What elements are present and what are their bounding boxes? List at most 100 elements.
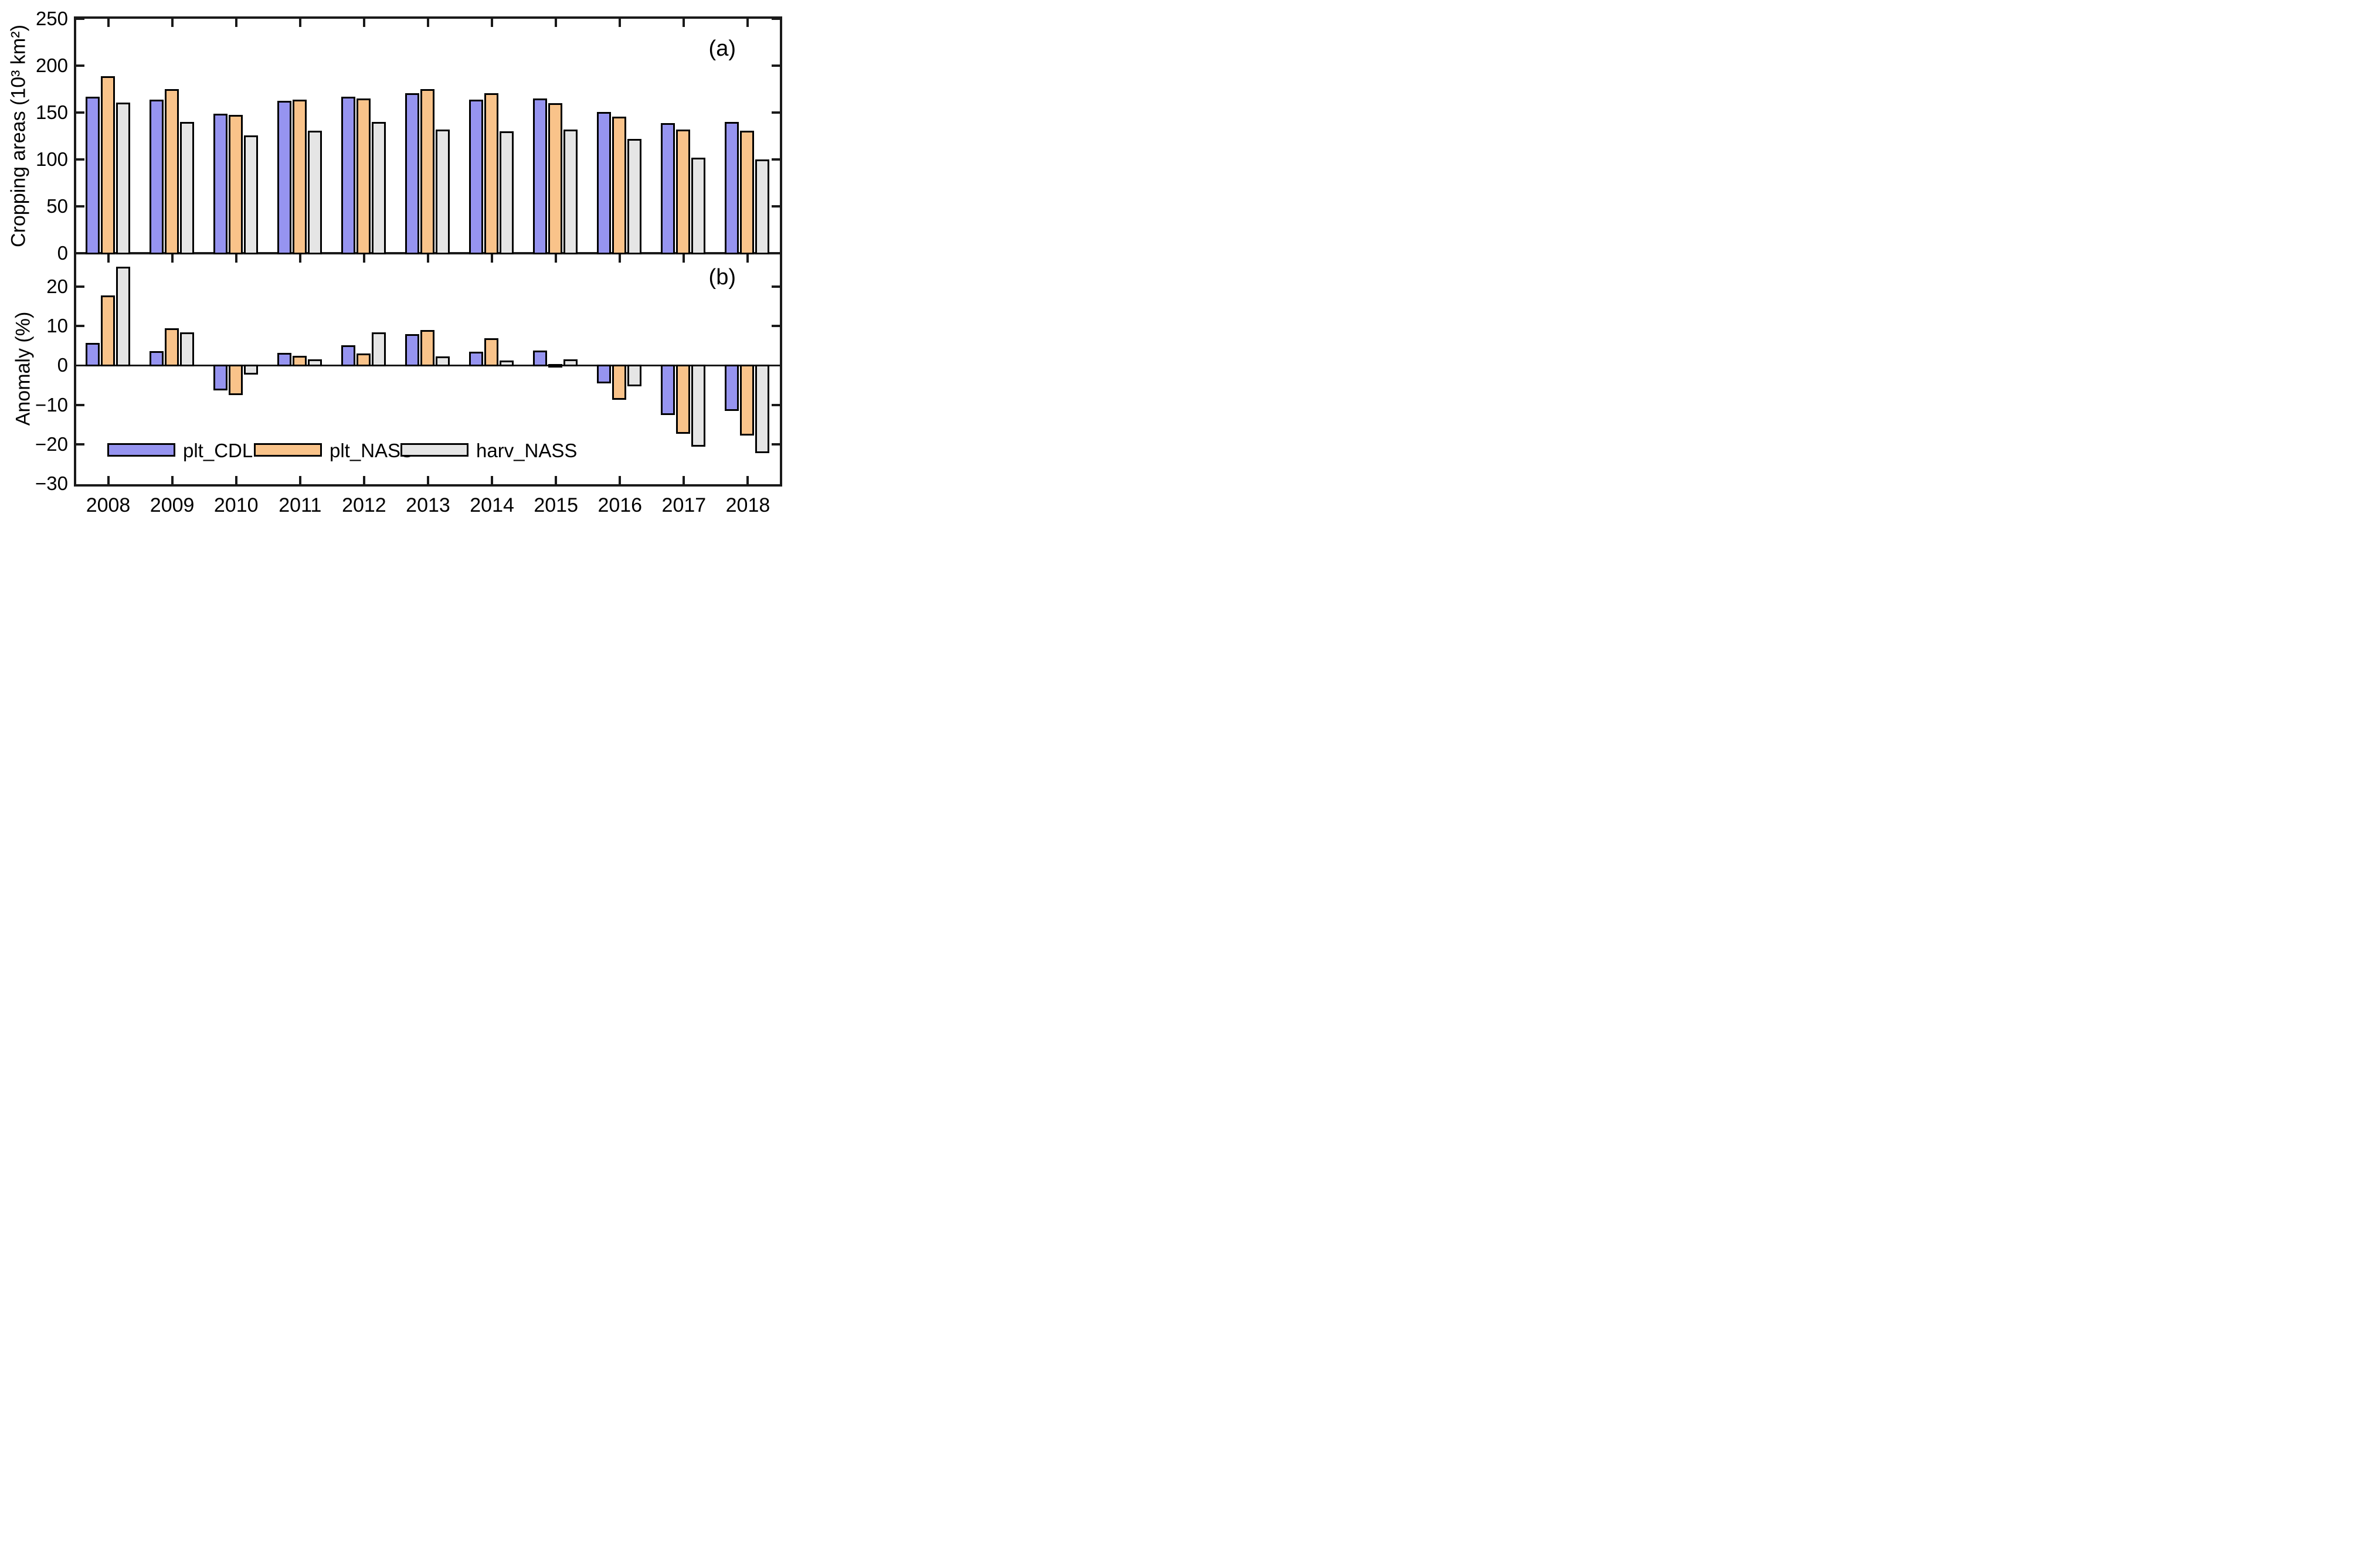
bar-harv_NASS-2010 [243,135,258,254]
bar-plt_CDL-2012 [341,97,355,254]
y-tick-label-b: −20 [35,433,68,455]
bar-plt_CDL-2008 [85,97,100,254]
x-tick-bottom [683,476,685,484]
x-tick-label-year: 2014 [470,494,514,516]
bar-plt_NASS-2010 [228,364,243,396]
x-tick-bottom [427,476,429,484]
bar-plt_NASS-2014 [484,93,499,254]
bar-plt_NASS-2012 [356,353,371,366]
bar-harv_NASS-2008 [116,266,130,366]
y-tick-label-a: 150 [35,101,68,123]
bar-harv_NASS-2017 [691,158,706,254]
x-tick-boundary-b [619,254,622,263]
y-tick-a-left [76,64,84,67]
bar-harv_NASS-2011 [307,130,322,254]
x-tick-bottom [555,476,558,484]
bar-plt_NASS-2008 [100,295,115,366]
y-tick-b-left [76,443,84,446]
bar-plt_CDL-2013 [405,334,419,366]
y-tick-b-left [76,285,84,288]
x-tick-bottom [619,476,622,484]
x-tick-bottom [491,476,494,484]
bar-plt_CDL-2014 [469,351,484,366]
bar-harv_NASS-2013 [436,130,450,254]
x-tick-label-year: 2011 [279,494,322,516]
x-tick-bottom [107,476,110,484]
y-tick-b-left [76,325,84,328]
y-tick-b-right [772,403,780,406]
bar-plt_NASS-2018 [740,130,755,254]
bar-plt_NASS-2017 [676,364,691,434]
x-tick-label-year: 2010 [213,494,259,516]
x-tick-label-year: 2017 [661,494,707,516]
bar-harv_NASS-2017 [691,364,706,447]
y-tick-label-b: −10 [35,393,68,416]
bar-plt_NASS-2017 [676,130,691,254]
bar-plt_CDL-2013 [405,93,419,254]
x-tick-top [171,19,174,27]
x-tick-top [491,19,494,27]
x-tick-label-year: 2008 [86,494,131,516]
bar-plt_NASS-2009 [164,328,179,366]
plot-area: plt_CDL plt_NASS harv_NASS [76,18,780,484]
x-tick-boundary-b [107,254,110,263]
y-tick-a-left [76,111,84,114]
y-tick-a-left [76,18,84,20]
bar-plt_NASS-2015 [548,363,563,368]
x-tick-top [619,19,622,27]
y-tick-a-right [772,64,780,67]
bar-harv_NASS-2008 [116,102,130,254]
y-tick-b-right [772,443,780,446]
bar-harv_NASS-2012 [371,122,386,254]
y-tick-label-b: 0 [57,354,68,376]
bar-harv_NASS-2011 [307,359,322,366]
x-tick-label-year: 2015 [534,494,578,516]
bar-harv_NASS-2015 [563,359,578,366]
y-tick-a-right [772,158,780,161]
bar-plt_CDL-2011 [277,100,291,254]
y-tick-a-right [772,111,780,114]
bar-plt_NASS-2016 [612,364,627,400]
bar-plt_CDL-2018 [725,364,739,411]
x-tick-label-year: 2018 [725,494,770,516]
bar-plt_NASS-2012 [356,98,371,254]
bar-plt_CDL-2010 [213,364,228,390]
bar-harv_NASS-2009 [179,122,194,254]
bar-plt_CDL-2017 [661,123,675,254]
bar-plt_NASS-2018 [740,364,755,436]
x-tick-boundary-b [491,254,494,263]
y-tick-b-left [76,403,84,406]
x-tick-top [746,19,749,27]
x-tick-boundary-b [427,254,429,263]
y-tick-a-left [76,205,84,208]
x-tick-top [362,19,365,27]
y-tick-b-right [772,285,780,288]
x-tick-bottom [362,476,365,484]
bar-plt_NASS-2010 [228,114,243,254]
x-tick-top [235,19,237,27]
x-tick-top [683,19,685,27]
bar-harv_NASS-2018 [755,159,770,254]
x-tick-bottom [746,476,749,484]
bar-harv_NASS-2016 [627,364,642,386]
bar-plt_NASS-2014 [484,338,499,366]
x-tick-top [107,19,110,27]
bar-plt_NASS-2011 [292,355,307,366]
bar-harv_NASS-2016 [627,139,642,254]
bar-harv_NASS-2013 [436,356,450,366]
legend: plt_CDL plt_NASS harv_NASS [76,441,780,461]
y-tick-a-right [772,18,780,20]
x-tick-top [298,19,301,27]
legend-swatch-plt-nass [254,443,322,457]
legend-swatch-harv-nass [400,443,468,457]
bar-plt_NASS-2008 [100,76,115,254]
bar-plt_CDL-2012 [341,345,355,366]
bar-plt_CDL-2017 [661,364,675,416]
bar-plt_CDL-2016 [597,111,612,254]
bar-plt_CDL-2009 [149,351,164,366]
bar-plt_CDL-2010 [213,114,228,254]
bar-harv_NASS-2009 [179,332,194,366]
y-tick-label-a: 200 [35,55,68,76]
bar-plt_NASS-2009 [164,89,179,254]
bar-plt_CDL-2018 [725,122,739,254]
